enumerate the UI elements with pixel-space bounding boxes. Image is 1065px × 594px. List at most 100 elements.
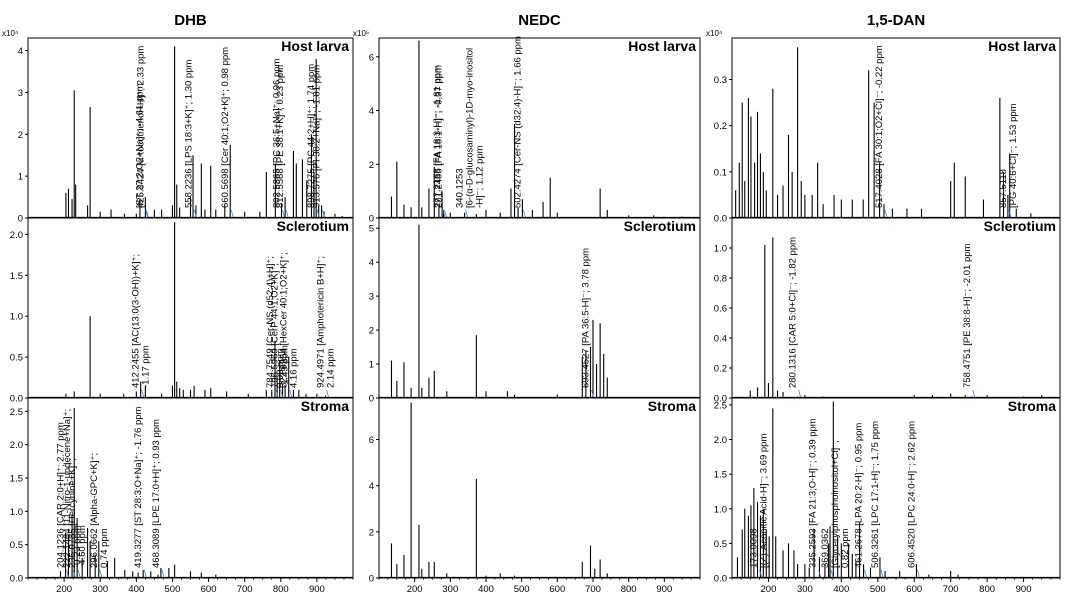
annotation-text: 506.3261 [LPC 17:1-H]⁻; 1.75 ppm — [870, 421, 881, 568]
leader-line — [326, 389, 329, 398]
x-tick-label: 700 — [943, 584, 959, 594]
peak-annotation: 425.3424 [α-tocotrienol+H]⁺; 2.33 ppm — [135, 46, 149, 218]
panel-frame — [27, 217, 354, 399]
x-tick-label: 200 — [407, 584, 423, 594]
leader-line — [864, 569, 867, 578]
peak-annotation: 281.2485 [FA 18:1-H]⁻; -0.37 ppm — [434, 65, 447, 218]
peak-annotation: 857.5118 [PG 40:6+Cl]⁻; 1.53 ppm — [998, 103, 1019, 218]
y-tick-label: 0.1 — [714, 167, 727, 178]
leader-line — [884, 209, 888, 218]
annotation-text: 857.5118 — [998, 169, 1009, 208]
annotation-text: -H]⁻; 1.12 ppm — [475, 145, 486, 208]
peak-annotation: 822.6254 [HexCer 40:1;O2+K]⁺; 4.16 ppm — [279, 252, 300, 398]
leader-line — [194, 209, 197, 218]
x-tick-label: 800 — [979, 584, 995, 594]
y-tick-label: 0.5 — [10, 540, 23, 551]
annotation-text: 822.6254 [HexCer 40:1;O2+K]⁺; — [279, 252, 290, 388]
leader-line — [798, 389, 801, 398]
annotation-text: 796.5969 [CerP 44:1;O2+K]⁺; — [270, 263, 281, 388]
y-tick-label: 0.2 — [714, 364, 727, 375]
peak-annotation: 468.3089 [LPE 17:0+H]⁺; 0.93 ppm — [151, 419, 165, 578]
panel-title: Sclerotium — [984, 218, 1056, 234]
annotation-text: 468.3089 [LPE 17:0+H]⁺; 0.93 ppm — [151, 419, 162, 568]
annotation-text: -1.17 ppm — [141, 345, 152, 388]
y-tick-label: 2.0 — [714, 435, 727, 446]
y-tick-label: 2 — [369, 160, 374, 171]
peak-annotation: 173.0098 [(Z)-Aconitic Acid-H]⁻; 3.69 ppm — [749, 434, 770, 578]
panel-frame — [731, 217, 1061, 399]
peak-annotation: 340.1253 [6-(α-D-glucosaminyl)-1D-myo-ino… — [455, 48, 486, 218]
chart-nedc: NEDC x10⁵ 0 2 4 6 Host larva 277.2168 [FA 18:3-… — [353, 12, 701, 594]
leader-line — [465, 209, 468, 218]
y-tick-label: 0 — [369, 214, 374, 225]
annotation-text: [PG 40:6+Cl]⁻; 1.53 ppm — [1008, 103, 1019, 208]
leader-line — [145, 209, 149, 218]
y-tick-label: 0.8 — [714, 274, 727, 285]
x-tick-label: 900 — [656, 584, 672, 594]
y-tick-label: 1.0 — [10, 507, 23, 518]
leader-line — [145, 209, 149, 218]
chart-dhb: DHB x10⁴ 0 1 2 3 4 Host larva [ST 27:2;O2+Na]⁺; … — [2, 12, 354, 594]
leader-line — [161, 569, 165, 578]
panel-frame — [731, 397, 1061, 579]
annotation-text: 0.74 ppm — [99, 528, 110, 568]
x-tick-label: 900 — [309, 584, 325, 594]
panel-title: Stroma — [1008, 398, 1056, 414]
peak-annotation: 277.2168 [FA 18:3-H]⁻; -1.81 ppm — [432, 65, 446, 218]
panel-title: Host larva — [988, 38, 1056, 54]
x-tick-label: 200 — [761, 584, 777, 594]
annotation-text: 173.0098 — [749, 528, 760, 568]
y-tick-label: 0.0 — [10, 394, 23, 405]
annotation-text: 693.4527 [PA 36:5-H]⁻; 3.78 ppm — [581, 248, 592, 388]
y-tick-label: 4 — [369, 106, 374, 117]
annotation-text: 296.0662 [Alpha-GPC+K]⁺; — [89, 453, 100, 568]
annotation-text: 335.2593 [FA 21:3;O-H]⁻; 0.39 ppm — [808, 418, 819, 568]
leader-line — [917, 569, 920, 578]
x-tick-label: 800 — [273, 584, 289, 594]
leader-line — [280, 389, 284, 398]
annotation-text: 0.99 ppm — [275, 348, 286, 388]
annotation-text: 4.16 ppm — [289, 348, 300, 388]
panel-sclerotium: 0 1 2 3 4 5 Sclerotium 693.4527 [PA 36:5-H]⁻; 3… — [369, 217, 701, 405]
panel-title: Host larva — [281, 38, 349, 54]
panel-sclerotium: 0.0 0.5 1.0 1.5 2.0 Sclerotium 412.2455 [AC(13… — [10, 217, 354, 405]
leader-line — [818, 569, 822, 578]
leader-line — [591, 389, 594, 398]
y-multiplier: x10⁵ — [353, 29, 369, 38]
x-tick-label: 600 — [201, 584, 217, 594]
x-tick-label: 300 — [92, 584, 108, 594]
y-multiplier: x10⁴ — [706, 29, 723, 38]
x-tick-label: 300 — [797, 584, 813, 594]
annotation-text: 558.2236 [LPS 18:3+K]⁺; 1.30 ppm — [183, 59, 194, 208]
peak-annotation: 369.0362 [Glycerylphosphoinositol+Cl]⁻; 0.… — [820, 440, 851, 578]
peak-annotation: 296.0662 [Alpha-GPC+K]⁺; 0.74 ppm — [89, 453, 110, 578]
y-tick-label: 0.3 — [714, 75, 727, 86]
y-tick-label: 0.5 — [10, 353, 23, 364]
x-tick-label: 800 — [621, 584, 637, 594]
x-tick-label: 600 — [906, 584, 922, 594]
annotation-text: 502.4274 [Cer-NS (d32:4)-H]⁻; 1.66 ppm — [512, 36, 523, 208]
y-tick-label: 2.0 — [10, 230, 23, 241]
leader-line — [1008, 209, 1012, 218]
peak-annotation: 802.5365 [PC 36:5+Na]⁺; 0.96 ppm — [272, 58, 285, 218]
leader-line — [522, 209, 526, 218]
annotation-text: 340.1253 — [455, 168, 466, 208]
annotation-text: 204.1236 [CAR 2:0+H]⁺; 2.77 ppm — [56, 422, 67, 568]
leader-line — [444, 209, 447, 218]
y-tick-label: 1.0 — [10, 312, 23, 323]
panel-frame — [378, 217, 701, 399]
x-tick-label: 300 — [442, 584, 458, 594]
y-tick-label: 1.0 — [714, 504, 727, 515]
leader-line — [830, 569, 834, 578]
annotation-text: [6-(α-D-glucosaminyl)-1D-myo-inositol — [465, 48, 476, 208]
peak-annotation: 660.5698 [Cer 40:1;O2+K]⁺; 0.98 ppm — [220, 47, 234, 218]
leader-line — [322, 209, 325, 218]
annotation-text: 277.2168 [FA 18:3-H]⁻; -1.81 ppm — [432, 65, 443, 208]
chart-1-5-dan: 1,5-DAN x10⁴ 0.0 0.1 0.2 0.3 Host larva 517.402… — [706, 12, 1061, 594]
y-tick-label: 3 — [369, 292, 374, 303]
peak-annotation: 236.0785 [Hercynine+K]⁺; -4.60 ppm — [67, 458, 88, 578]
annotation-text: [Glycerylphosphoinositol+Cl]⁻; — [830, 440, 841, 568]
annotation-text: 812.5568 [PE 38:1+K]⁺; 0.23 ppm — [275, 65, 286, 208]
y-tick-label: 1 — [369, 360, 374, 371]
leader-line — [99, 569, 103, 578]
